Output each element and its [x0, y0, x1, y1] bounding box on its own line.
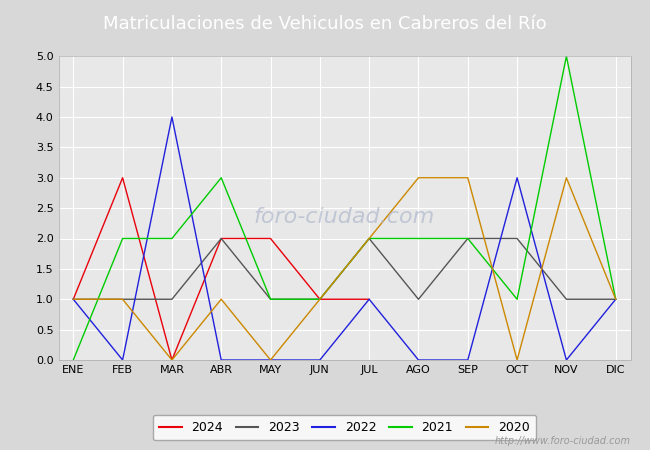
Text: http://www.foro-ciudad.com: http://www.foro-ciudad.com — [495, 436, 630, 446]
Text: Matriculaciones de Vehiculos en Cabreros del Río: Matriculaciones de Vehiculos en Cabreros… — [103, 14, 547, 33]
Legend: 2024, 2023, 2022, 2021, 2020: 2024, 2023, 2022, 2021, 2020 — [153, 415, 536, 440]
Text: foro-ciudad.com: foro-ciudad.com — [254, 207, 435, 227]
